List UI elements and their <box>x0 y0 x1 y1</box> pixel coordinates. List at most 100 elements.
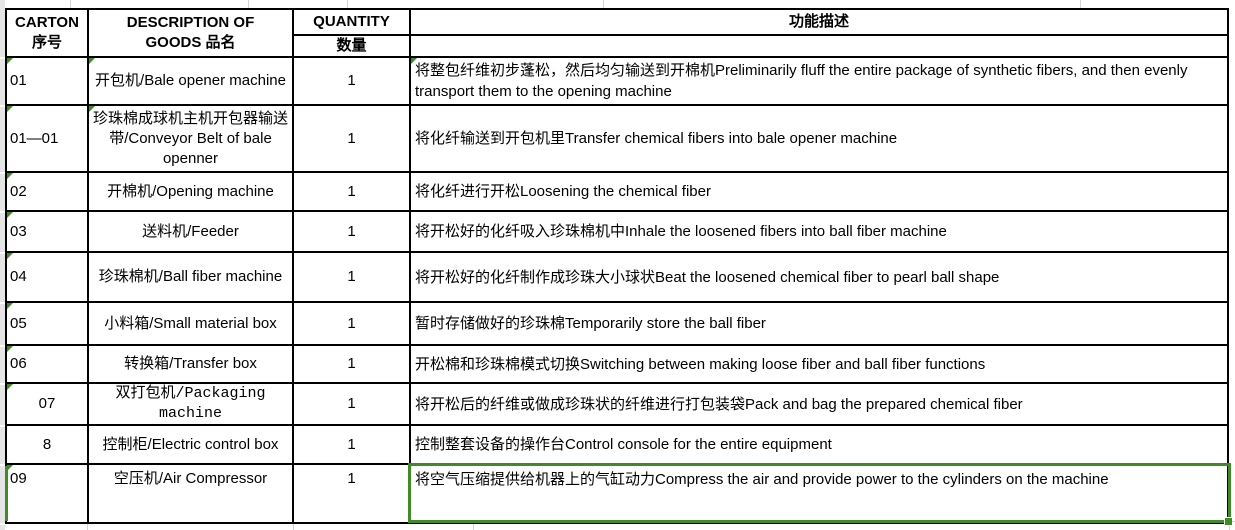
sheet-gridline <box>1080 0 1081 8</box>
cell-carton-01—01[interactable]: 01—01 <box>7 106 89 173</box>
row-boundary-tick <box>0 345 5 347</box>
cell-quantity-09-text: 1 <box>347 470 356 487</box>
packing-list-table: CARTON 序号 DESCRIPTION OF GOODS 品名 QUANTI… <box>5 8 1229 524</box>
cell-carton-07[interactable]: 07 <box>7 384 89 426</box>
cell-function-07-text: 将开松后的纤维或做成珍珠状的纤维进行打包装袋Pack and bag the p… <box>415 395 1023 413</box>
row-boundary-tick <box>0 302 5 304</box>
cell-carton-05[interactable]: 05 <box>7 303 89 346</box>
cell-carton-09[interactable]: 09 <box>7 465 89 524</box>
cell-description-01—01[interactable]: 珍珠棉成球机主机开包器输送带/Conveyor Belt of bale ope… <box>89 106 294 173</box>
cell-quantity-01[interactable]: 1 <box>294 58 411 106</box>
cell-warning-triangle-icon <box>7 465 13 471</box>
cell-quantity-02-text: 1 <box>347 182 356 200</box>
row-boundary-tick <box>0 105 5 107</box>
cell-warning-triangle-icon <box>7 173 13 179</box>
cell-warning-triangle-icon <box>7 303 13 309</box>
header-quantity-cn[interactable]: 数量 <box>294 36 411 58</box>
cell-warning-triangle-icon <box>7 106 13 112</box>
cell-warning-triangle-icon <box>7 346 13 352</box>
cell-description-07[interactable]: 双打包机/Packaging machine <box>89 384 294 426</box>
cell-quantity-03[interactable]: 1 <box>294 212 411 253</box>
cell-function-09[interactable]: 将空气压缩提供给机器上的气缸动力Compress the air and pro… <box>411 465 1229 524</box>
row-boundary-tick <box>0 172 5 174</box>
cell-function-01[interactable]: 将整包纤维初步蓬松，然后均匀输送到开棉机Preliminarily fluff … <box>411 58 1229 106</box>
cell-carton-04-text: 04 <box>10 268 27 285</box>
cell-description-09-text: 空压机/Air Compressor <box>113 470 268 487</box>
cell-description-8-text: 控制柜/Electric control box <box>102 435 279 453</box>
cell-description-01—01-text: 珍珠棉成球机主机开包器输送带/Conveyor Belt of bale ope… <box>92 109 288 167</box>
cell-quantity-05-text: 1 <box>347 314 356 332</box>
cell-description-05[interactable]: 小料箱/Small material box <box>89 303 294 346</box>
cell-description-02-text: 开棉机/Opening machine <box>107 182 274 200</box>
sheet-gridline <box>87 524 88 530</box>
sheet-gridline <box>1229 526 1230 530</box>
cell-warning-triangle-icon <box>411 58 417 64</box>
cell-carton-02[interactable]: 02 <box>7 173 89 212</box>
cell-quantity-8[interactable]: 1 <box>294 426 411 465</box>
cell-warning-triangle-icon <box>7 384 13 390</box>
cell-function-02[interactable]: 将化纤进行开松Loosening the chemical fiber <box>411 173 1229 212</box>
cell-function-03[interactable]: 将开松好的化纤吸入珍珠棉机中Inhale the loosened fibers… <box>411 212 1229 253</box>
cell-carton-06-text: 06 <box>10 355 27 372</box>
cell-description-8[interactable]: 控制柜/Electric control box <box>89 426 294 465</box>
cell-function-06[interactable]: 开松棉和珍珠棉模式切换Switching between making loos… <box>411 346 1229 384</box>
cell-function-8-text: 控制整套设备的操作台Control console for the entire… <box>415 436 832 453</box>
cell-quantity-01—01[interactable]: 1 <box>294 106 411 173</box>
header-function-empty[interactable] <box>411 36 1229 58</box>
header-description-line2: GOODS 品名 <box>145 34 236 51</box>
header-carton[interactable]: CARTON 序号 <box>7 10 89 58</box>
cell-carton-01—01-text: 01—01 <box>10 129 59 147</box>
cell-warning-triangle-icon <box>89 58 95 64</box>
cell-description-02[interactable]: 开棉机/Opening machine <box>89 173 294 212</box>
row-boundary-tick <box>0 57 5 59</box>
cell-function-09-text: 将空气压缩提供给机器上的气缸动力Compress the air and pro… <box>415 471 1109 488</box>
cell-description-01[interactable]: 开包机/Bale opener machine <box>89 58 294 106</box>
sheet-gridline <box>603 0 604 8</box>
header-carton-cn: 序号 <box>31 34 62 51</box>
cell-quantity-05[interactable]: 1 <box>294 303 411 346</box>
cell-carton-8[interactable]: 8 <box>7 426 89 465</box>
cell-description-05-text: 小料箱/Small material box <box>104 314 277 332</box>
cell-quantity-04-text: 1 <box>347 268 356 285</box>
cell-description-04[interactable]: 珍珠棉机/Ball fiber machine <box>89 253 294 303</box>
header-quantity[interactable]: QUANTITY <box>294 10 411 36</box>
cell-carton-05-text: 05 <box>10 314 27 332</box>
cell-function-07[interactable]: 将开松后的纤维或做成珍珠状的纤维进行打包装袋Pack and bag the p… <box>411 384 1229 426</box>
cell-carton-09-text: 09 <box>10 470 27 487</box>
cell-carton-06[interactable]: 06 <box>7 346 89 384</box>
cell-carton-04[interactable]: 04 <box>7 253 89 303</box>
cell-function-02-text: 将化纤进行开松Loosening the chemical fiber <box>415 183 711 200</box>
cell-function-04[interactable]: 将开松好的化纤制作成珍珠大小球状Beat the loosened chemic… <box>411 253 1229 303</box>
header-function[interactable]: 功能描述 <box>411 10 1229 36</box>
cell-quantity-09[interactable]: 1 <box>294 465 411 524</box>
cell-warning-triangle-icon <box>7 58 13 64</box>
cell-description-03-text: 送料机/Feeder <box>142 222 239 240</box>
cell-quantity-07[interactable]: 1 <box>294 384 411 426</box>
cell-quantity-06[interactable]: 1 <box>294 346 411 384</box>
header-description[interactable]: DESCRIPTION OF GOODS 品名 <box>89 10 294 58</box>
row-boundary-tick <box>0 252 5 254</box>
cell-description-06[interactable]: 转换箱/Transfer box <box>89 346 294 384</box>
row-boundary-tick <box>0 425 5 427</box>
cell-description-09[interactable]: 空压机/Air Compressor <box>89 465 294 524</box>
cell-carton-03-text: 03 <box>10 222 27 240</box>
sheet-gridline <box>248 0 249 8</box>
row-boundary-tick <box>0 464 5 466</box>
cell-carton-03[interactable]: 03 <box>7 212 89 253</box>
cell-quantity-03-text: 1 <box>347 222 356 240</box>
row-boundary-tick <box>0 211 5 213</box>
cell-quantity-04[interactable]: 1 <box>294 253 411 303</box>
cell-function-04-text: 将开松好的化纤制作成珍珠大小球状Beat the loosened chemic… <box>415 268 1000 286</box>
cell-function-05[interactable]: 暂时存储做好的珍珠棉Temporarily store the ball fib… <box>411 303 1229 346</box>
row-boundary-tick <box>0 383 5 385</box>
cell-carton-07-text: 07 <box>38 395 56 412</box>
cell-quantity-02[interactable]: 1 <box>294 173 411 212</box>
cell-function-8[interactable]: 控制整套设备的操作台Control console for the entire… <box>411 426 1229 465</box>
cell-function-01—01[interactable]: 将化纤输送到开包机里Transfer chemical fibers into … <box>411 106 1229 173</box>
cell-function-05-text: 暂时存储做好的珍珠棉Temporarily store the ball fib… <box>415 315 766 332</box>
cell-carton-01[interactable]: 01 <box>7 58 89 106</box>
cell-description-03[interactable]: 送料机/Feeder <box>89 212 294 253</box>
header-quantity-label: QUANTITY <box>313 13 390 30</box>
sheet-gridline <box>70 0 71 8</box>
